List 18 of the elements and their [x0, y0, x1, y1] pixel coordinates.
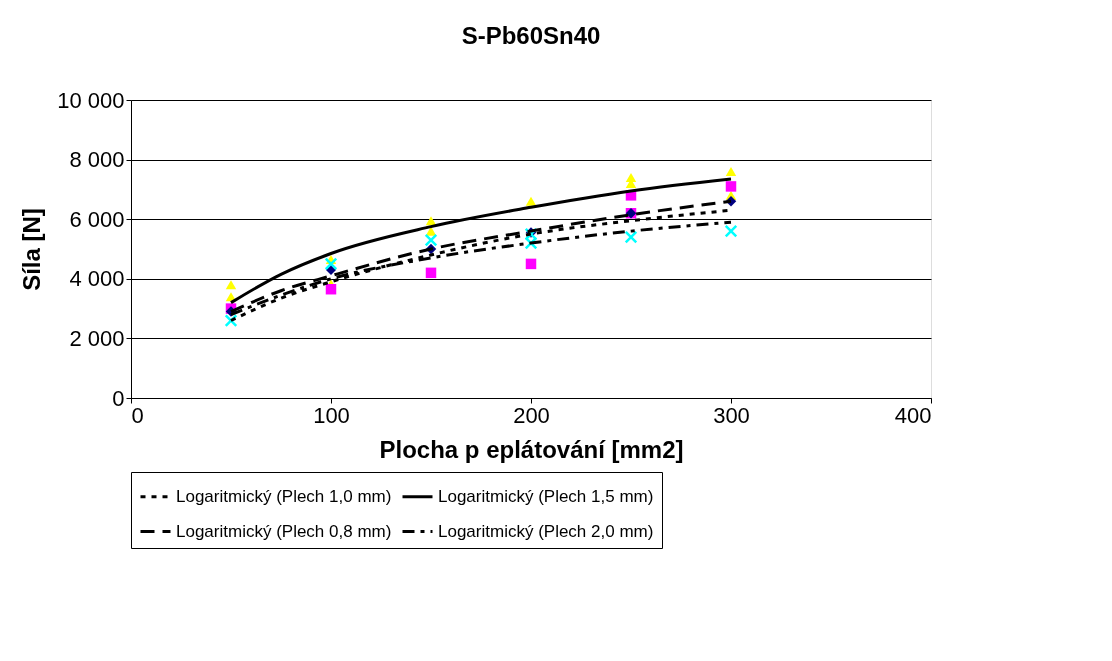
x-tick-label: 300: [713, 402, 750, 428]
legend-label: Logaritmický (Plech 0,8 mm): [176, 521, 392, 541]
y-tick-label: 4 000: [69, 266, 125, 292]
y-axis-title: Síla [N]: [18, 208, 46, 291]
chart-title: S-Pb60Sn40: [461, 22, 601, 49]
x-tick-label: 200: [513, 402, 550, 428]
y-tick-label: 10 000: [57, 87, 125, 113]
y-tick-label: 2 000: [69, 325, 125, 351]
x-tick-label: 400: [894, 402, 932, 428]
x-axis-title: Plocha p eplátování [mm2]: [379, 435, 684, 463]
y-tick-label: 6 000: [69, 206, 125, 232]
legend-label: Logaritmický (Plech 1,5 mm): [438, 486, 654, 506]
legend-label: Logaritmický (Plech 1,0 mm): [176, 486, 392, 506]
x-tick-label: 100: [313, 402, 350, 428]
legend-label: Logaritmický (Plech 2,0 mm): [438, 521, 654, 541]
x-tick-label: 0: [131, 402, 144, 428]
y-tick-label: 8 000: [69, 147, 125, 173]
y-tick-label: 0: [112, 385, 125, 411]
